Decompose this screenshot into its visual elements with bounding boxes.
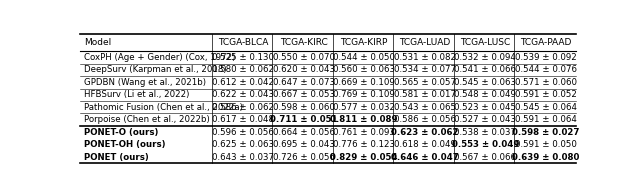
Text: 0.811 ± 0.089: 0.811 ± 0.089 — [330, 115, 398, 124]
Text: 0.620 ± 0.043: 0.620 ± 0.043 — [273, 65, 335, 74]
Text: Model: Model — [84, 38, 111, 47]
Text: 0.565 ± 0.057: 0.565 ± 0.057 — [394, 78, 456, 87]
Text: 0.527 ± 0.043: 0.527 ± 0.043 — [454, 115, 516, 124]
Text: 0.550 ± 0.070: 0.550 ± 0.070 — [273, 53, 335, 62]
Text: 0.598 ± 0.060: 0.598 ± 0.060 — [273, 103, 335, 112]
Text: 0.646 ± 0.047: 0.646 ± 0.047 — [391, 153, 459, 162]
Text: 0.622 ± 0.043: 0.622 ± 0.043 — [212, 90, 274, 99]
Text: 0.769 ± 0.109: 0.769 ± 0.109 — [333, 90, 395, 99]
Text: 0.567 ± 0.066: 0.567 ± 0.066 — [454, 153, 516, 162]
Text: 0.695 ± 0.043: 0.695 ± 0.043 — [273, 140, 335, 149]
Text: 0.617 ± 0.048: 0.617 ± 0.048 — [212, 115, 274, 124]
Text: 0.711 ± 0.051: 0.711 ± 0.051 — [270, 115, 337, 124]
Text: 0.525 ± 0.130: 0.525 ± 0.130 — [212, 53, 274, 62]
Text: 0.612 ± 0.042: 0.612 ± 0.042 — [212, 78, 274, 87]
Text: GPDBN (Wang et al., 2021b): GPDBN (Wang et al., 2021b) — [84, 78, 206, 87]
Text: 0.623 ± 0.062: 0.623 ± 0.062 — [391, 128, 458, 137]
Text: 0.647 ± 0.073: 0.647 ± 0.073 — [273, 78, 335, 87]
Text: 0.523 ± 0.045: 0.523 ± 0.045 — [454, 103, 516, 112]
Text: TCGA-KIRC: TCGA-KIRC — [280, 38, 328, 47]
Text: 0.545 ± 0.064: 0.545 ± 0.064 — [515, 103, 577, 112]
Text: 0.581 ± 0.017: 0.581 ± 0.017 — [394, 90, 456, 99]
Text: 0.541 ± 0.066: 0.541 ± 0.066 — [454, 65, 516, 74]
Text: 0.598 ± 0.027: 0.598 ± 0.027 — [512, 128, 579, 137]
Text: 0.538 ± 0.037: 0.538 ± 0.037 — [454, 128, 516, 137]
Text: PONET-O (ours): PONET-O (ours) — [84, 128, 158, 137]
Text: 0.544 ± 0.076: 0.544 ± 0.076 — [515, 65, 577, 74]
Text: 0.664 ± 0.056: 0.664 ± 0.056 — [273, 128, 335, 137]
Text: 0.580 ± 0.062: 0.580 ± 0.062 — [212, 65, 274, 74]
Text: 0.829 ± 0.054: 0.829 ± 0.054 — [330, 153, 398, 162]
Text: DeepSurv (Karpman et al., 2018): DeepSurv (Karpman et al., 2018) — [84, 65, 227, 74]
Text: 0.577 ± 0.032: 0.577 ± 0.032 — [333, 103, 396, 112]
Text: 0.591 ± 0.064: 0.591 ± 0.064 — [515, 115, 577, 124]
Text: CoxPH (Age + Gender) (Cox, 1972): CoxPH (Age + Gender) (Cox, 1972) — [84, 53, 236, 62]
Text: Pathomic Fusion (Chen et al., 2022a): Pathomic Fusion (Chen et al., 2022a) — [84, 103, 243, 112]
Text: TCGA-BLCA: TCGA-BLCA — [218, 38, 268, 47]
Text: 0.591 ± 0.052: 0.591 ± 0.052 — [515, 90, 577, 99]
Text: 0.586 ± 0.056: 0.586 ± 0.056 — [394, 115, 456, 124]
Text: 0.726 ± 0.056: 0.726 ± 0.056 — [273, 153, 335, 162]
Text: 0.539 ± 0.092: 0.539 ± 0.092 — [515, 53, 577, 62]
Text: 0.548 ± 0.049: 0.548 ± 0.049 — [454, 90, 516, 99]
Text: 0.534 ± 0.077: 0.534 ± 0.077 — [394, 65, 456, 74]
Text: TCGA-LUAD: TCGA-LUAD — [399, 38, 451, 47]
Text: 0.618 ± 0.049: 0.618 ± 0.049 — [394, 140, 456, 149]
Text: 0.532 ± 0.094: 0.532 ± 0.094 — [454, 53, 516, 62]
Text: 0.586 ± 0.062: 0.586 ± 0.062 — [212, 103, 274, 112]
Text: 0.643 ± 0.037: 0.643 ± 0.037 — [212, 153, 274, 162]
Text: 0.591 ± 0.050: 0.591 ± 0.050 — [515, 140, 577, 149]
Text: 0.625 ± 0.063: 0.625 ± 0.063 — [212, 140, 274, 149]
Text: 0.531 ± 0.082: 0.531 ± 0.082 — [394, 53, 456, 62]
Text: PONET (ours): PONET (ours) — [84, 153, 148, 162]
Text: PONET-OH (ours): PONET-OH (ours) — [84, 140, 166, 149]
Text: 0.571 ± 0.060: 0.571 ± 0.060 — [515, 78, 577, 87]
Text: 0.669 ± 0.109: 0.669 ± 0.109 — [333, 78, 395, 87]
Text: 0.553 ± 0.049: 0.553 ± 0.049 — [452, 140, 519, 149]
Text: Porpoise (Chen et al., 2022b): Porpoise (Chen et al., 2022b) — [84, 115, 210, 124]
Text: 0.761 ± 0.093: 0.761 ± 0.093 — [333, 128, 395, 137]
Text: 0.639 ± 0.080: 0.639 ± 0.080 — [512, 153, 579, 162]
Text: TCGA-PAAD: TCGA-PAAD — [520, 38, 572, 47]
Text: 0.776 ± 0.123: 0.776 ± 0.123 — [333, 140, 396, 149]
Text: TCGA-KIRP: TCGA-KIRP — [340, 38, 388, 47]
Text: 0.560 ± 0.063: 0.560 ± 0.063 — [333, 65, 396, 74]
Text: 0.596 ± 0.056: 0.596 ± 0.056 — [212, 128, 274, 137]
Text: TCGA-LUSC: TCGA-LUSC — [460, 38, 510, 47]
Text: 0.543 ± 0.065: 0.543 ± 0.065 — [394, 103, 456, 112]
Text: 0.667 ± 0.053: 0.667 ± 0.053 — [273, 90, 335, 99]
Text: HFBSurv (Li et al., 2022): HFBSurv (Li et al., 2022) — [84, 90, 189, 99]
Text: 0.545 ± 0.063: 0.545 ± 0.063 — [454, 78, 516, 87]
Text: 0.544 ± 0.050: 0.544 ± 0.050 — [333, 53, 396, 62]
